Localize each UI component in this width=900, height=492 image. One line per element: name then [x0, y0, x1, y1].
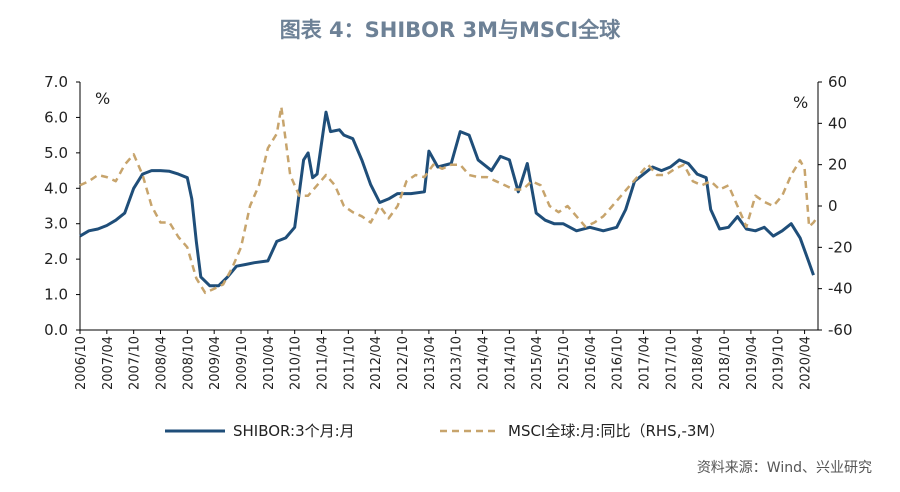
x-tick-label: 2007/04	[101, 336, 116, 390]
x-tick-label: 2011/04	[316, 336, 331, 390]
x-tick-label: 2009/10	[235, 336, 250, 390]
left-tick-label: 0.0	[44, 321, 68, 339]
x-tick-label: 2017/04	[638, 336, 653, 390]
x-tick-label: 2009/04	[208, 336, 223, 390]
legend-label: SHIBOR:3个月:月	[233, 422, 355, 440]
x-tick-label: 2008/04	[155, 336, 170, 390]
shibor-series-line	[79, 110, 815, 288]
x-tick-label: 2019/04	[745, 336, 760, 390]
x-tick-label: 2008/10	[181, 336, 196, 390]
x-tick-label: 2017/10	[664, 336, 679, 390]
x-tick-label: 2007/10	[128, 336, 143, 390]
left-tick-label: 6.0	[44, 108, 68, 126]
x-tick-label: 2020/04	[799, 336, 814, 390]
left-tick-label: 4.0	[44, 179, 68, 197]
x-tick-label: 2016/04	[584, 336, 599, 390]
legend-label: MSCI全球:月:同比（RHS,-3M）	[508, 422, 724, 440]
left-tick-label: 1.0	[44, 286, 68, 304]
x-tick-label: 2018/04	[691, 336, 706, 390]
left-tick-label: 3.0	[44, 215, 68, 233]
right-tick-label: 0	[828, 197, 838, 215]
right-tick-label: -40	[828, 280, 853, 298]
x-tick-label: 2014/10	[503, 336, 518, 390]
x-tick-label: 2012/04	[369, 336, 384, 390]
right-tick-label: -60	[828, 321, 853, 339]
x-tick-label: 2018/10	[718, 336, 733, 390]
right-unit-label: %	[793, 93, 808, 112]
left-tick-label: 5.0	[44, 144, 68, 162]
x-tick-label: 2006/10	[74, 336, 89, 390]
msci-series-line	[79, 105, 820, 295]
left-tick-label: 2.0	[44, 250, 68, 268]
left-tick-label: 7.0	[44, 73, 68, 91]
x-tick-label: 2010/04	[262, 336, 277, 390]
source-note: 资料来源：Wind、兴业研究	[696, 460, 872, 476]
x-tick-label: 2016/10	[611, 336, 626, 390]
right-tick-label: -20	[828, 238, 853, 256]
right-tick-label: 40	[828, 114, 847, 132]
right-tick-label: 60	[828, 73, 847, 91]
x-tick-label: 2015/10	[557, 336, 572, 390]
x-tick-label: 2011/10	[342, 336, 357, 390]
right-tick-label: 20	[828, 156, 847, 174]
chart-title: 图表 4：SHIBOR 3M与MSCI全球	[279, 18, 621, 42]
x-tick-label: 2013/10	[450, 336, 465, 390]
x-tick-label: 2012/10	[396, 336, 411, 390]
x-tick-label: 2010/10	[289, 336, 304, 390]
x-tick-label: 2019/10	[772, 336, 787, 390]
x-tick-label: 2014/04	[477, 336, 492, 390]
left-unit-label: %	[95, 89, 110, 108]
x-tick-label: 2013/04	[423, 336, 438, 390]
x-tick-label: 2015/04	[530, 336, 545, 390]
